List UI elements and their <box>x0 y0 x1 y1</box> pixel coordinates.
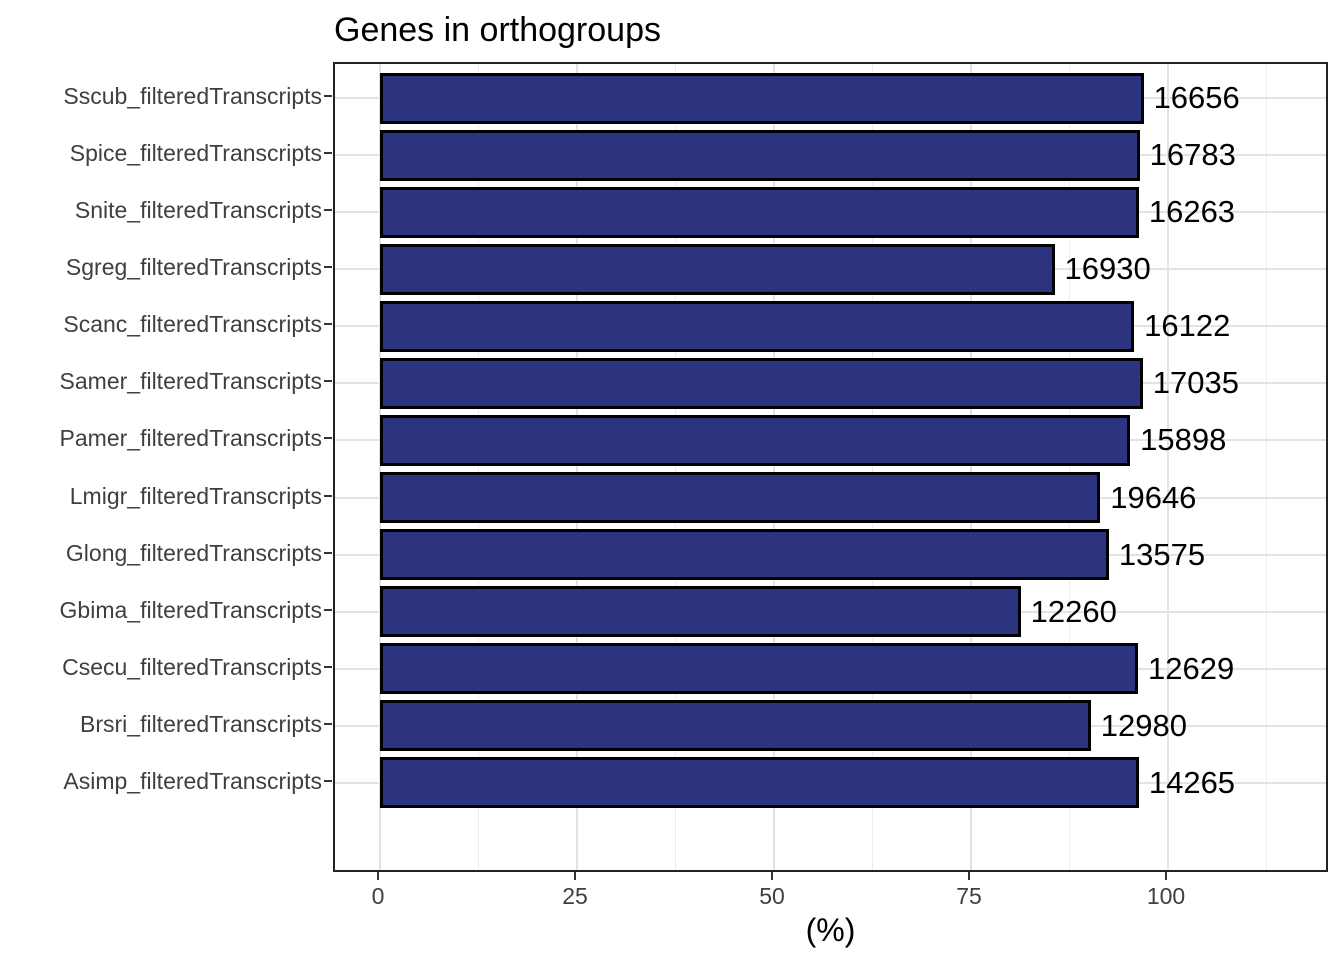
gridline-x-major <box>576 64 578 870</box>
y-tick <box>324 95 332 98</box>
x-tick-label: 100 <box>1146 883 1186 909</box>
y-tick <box>324 209 332 212</box>
bar <box>380 186 1139 238</box>
y-tick-label: Snite_filteredTranscripts <box>74 197 322 224</box>
bar-value-label: 14265 <box>1148 764 1236 800</box>
y-tick-label: Asimp_filteredTranscripts <box>63 767 322 794</box>
bar <box>380 528 1109 581</box>
bar-value-label: 19646 <box>1110 479 1197 515</box>
gridline-x-major <box>773 64 775 870</box>
x-tick-label: 25 <box>562 883 588 909</box>
bar <box>380 414 1131 467</box>
y-tick <box>324 323 332 326</box>
bar <box>380 757 1139 809</box>
bar <box>380 72 1144 124</box>
y-tick-label: Brsri_filteredTranscripts <box>80 710 322 737</box>
y-tick-label: Lmigr_filteredTranscripts <box>69 482 322 509</box>
y-tick-label: Samer_filteredTranscripts <box>59 368 322 395</box>
x-tick <box>377 872 379 880</box>
bar <box>380 300 1135 353</box>
gridline-x-major <box>379 64 381 870</box>
y-tick-label: Sgreg_filteredTranscripts <box>65 254 322 281</box>
x-tick <box>1165 872 1167 880</box>
bar-value-label: 16122 <box>1144 308 1231 344</box>
y-tick <box>324 437 332 440</box>
bar <box>380 129 1140 181</box>
plot-panel: 16656 16783 16263 16930 16122 17035 15898 19646… <box>333 62 1328 872</box>
y-tick <box>324 380 332 383</box>
x-tick-label: 50 <box>759 883 785 909</box>
gridline-x-minor <box>478 64 479 870</box>
y-tick-label: Spice_filteredTranscripts <box>69 140 322 167</box>
gridline-x-major <box>1167 64 1169 870</box>
x-tick-label: 75 <box>956 883 982 909</box>
bar-value-label: 12980 <box>1100 707 1187 743</box>
chart-title: Genes in orthogroups <box>334 11 661 49</box>
gridline-x-minor <box>1266 64 1267 870</box>
bar <box>380 243 1055 295</box>
x-axis-title: (%) <box>805 912 856 948</box>
y-tick-label: Glong_filteredTranscripts <box>65 539 322 566</box>
bar-value-label: 12260 <box>1030 593 1117 629</box>
y-tick <box>324 608 332 611</box>
bar-value-label: 16263 <box>1148 194 1236 230</box>
bar-value-label: 16783 <box>1149 137 1236 173</box>
bar-value-label: 12629 <box>1148 650 1235 686</box>
bar <box>380 642 1139 695</box>
y-tick-label: Scanc_filteredTranscripts <box>63 311 322 338</box>
y-tick <box>324 779 332 782</box>
bar-value-label: 17035 <box>1152 365 1239 401</box>
bar <box>380 700 1091 752</box>
bar-value-label: 16930 <box>1064 251 1151 287</box>
x-tick <box>771 872 773 880</box>
y-tick-label: Csecu_filteredTranscripts <box>62 653 322 680</box>
gridline-x-major <box>970 64 972 870</box>
bar-value-label: 16656 <box>1153 80 1240 116</box>
gridline-x-minor <box>1069 64 1070 870</box>
x-tick <box>968 872 970 880</box>
x-tick <box>574 872 576 880</box>
y-tick <box>324 266 332 269</box>
y-tick-label: Gbima_filteredTranscripts <box>59 596 322 623</box>
y-tick-label: Pamer_filteredTranscripts <box>59 425 322 452</box>
y-tick <box>324 494 332 497</box>
y-tick-label: Sscub_filteredTranscripts <box>63 83 322 110</box>
y-tick <box>324 722 332 725</box>
bar <box>380 471 1101 524</box>
bar-value-label: 15898 <box>1140 422 1227 458</box>
bar-value-label: 13575 <box>1118 536 1206 572</box>
y-tick <box>324 551 332 554</box>
bar <box>380 357 1143 410</box>
gridline-x-minor <box>872 64 873 870</box>
gridline-x-minor <box>675 64 676 870</box>
y-tick <box>324 152 332 155</box>
bar <box>380 585 1021 638</box>
y-tick <box>324 665 332 668</box>
x-tick-label: 0 <box>371 883 385 909</box>
